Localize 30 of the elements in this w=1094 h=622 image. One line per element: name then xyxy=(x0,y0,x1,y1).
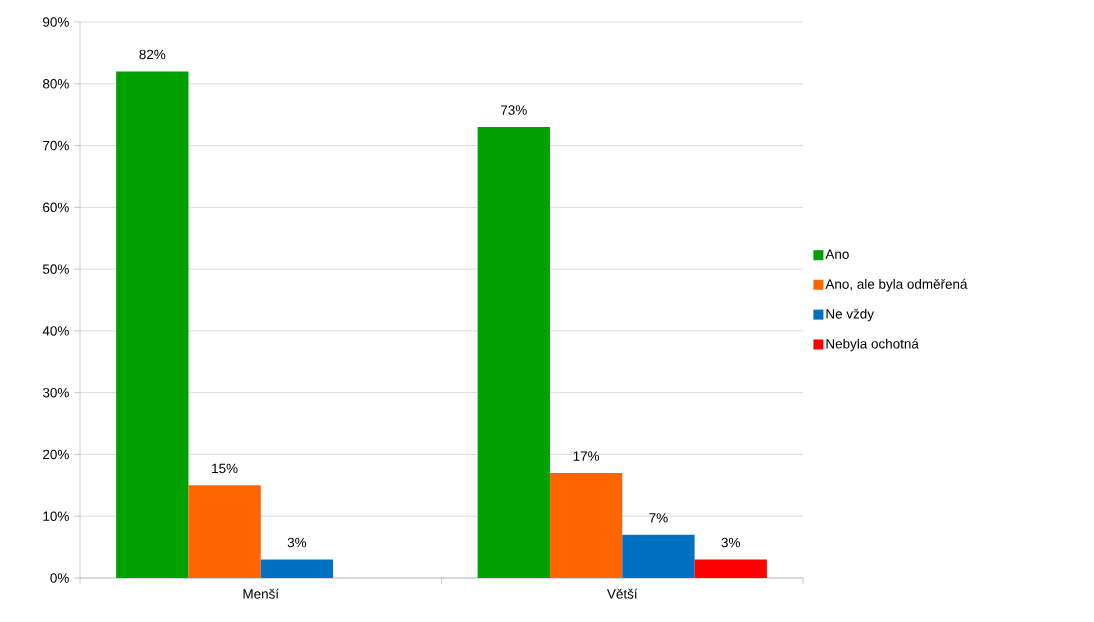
y-tick-label: 70% xyxy=(43,140,69,151)
y-tick-label: 40% xyxy=(42,326,69,336)
data-label: 3% xyxy=(287,537,307,548)
y-tick-label: 20% xyxy=(43,449,69,460)
data-label: 7% xyxy=(649,513,668,523)
data-label: 17% xyxy=(573,451,600,461)
y-tick-label: 30% xyxy=(42,387,69,398)
legend-label: Ano, ale byla odměřená xyxy=(825,278,968,292)
y-tick-label: 0% xyxy=(50,573,69,583)
data-label: 82% xyxy=(139,49,166,60)
y-tick-label: 90% xyxy=(43,17,69,27)
legend-label: Ne vždy xyxy=(826,308,874,322)
y-tick-label: 50% xyxy=(42,264,69,274)
bar xyxy=(694,559,767,578)
bar xyxy=(549,472,623,578)
bar xyxy=(116,71,189,578)
x-tick-label: Menší xyxy=(243,588,279,599)
legend-label: Ano xyxy=(825,249,849,259)
x-tick-label: Větší xyxy=(607,588,638,599)
data-label: 15% xyxy=(212,463,238,474)
legend-label: Nebyla ochotná xyxy=(826,338,919,352)
y-tick-label: 60% xyxy=(43,202,69,213)
y-tick-label: 80% xyxy=(42,79,69,89)
bar xyxy=(260,559,334,578)
data-label: 3% xyxy=(721,537,740,548)
bar xyxy=(622,534,695,578)
y-tick-label: 10% xyxy=(43,511,69,521)
data-label: 73% xyxy=(501,105,527,115)
bar xyxy=(188,485,261,578)
bar xyxy=(477,127,550,578)
